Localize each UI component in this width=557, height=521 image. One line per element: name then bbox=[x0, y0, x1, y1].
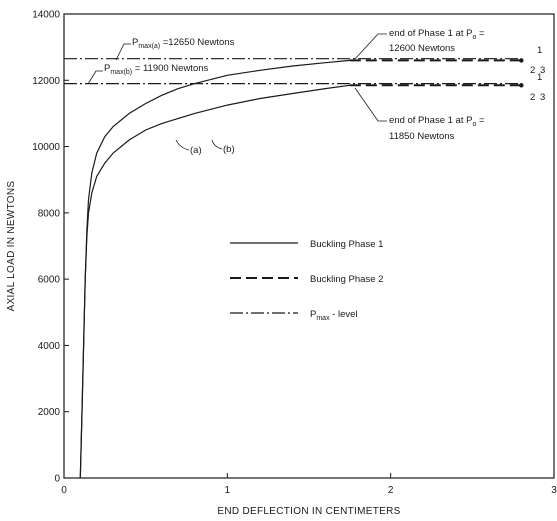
point-label-b-1: 1 bbox=[537, 72, 542, 83]
end-a-sub: o bbox=[472, 34, 476, 41]
y-tick-label: 10000 bbox=[32, 142, 60, 153]
end-a-leader bbox=[354, 33, 387, 60]
end-point-dot bbox=[519, 58, 524, 63]
curve-label-b-leader bbox=[211, 139, 223, 150]
x-tick-label: 2 bbox=[388, 485, 394, 496]
svg-text:Pmax - level: Pmax - level bbox=[310, 309, 358, 322]
svg-text:end of Phase 1 at Po =: end of Phase 1 at Po = bbox=[389, 115, 485, 128]
end-b-leader bbox=[354, 87, 387, 122]
legend-label-pmax-sub: max bbox=[316, 315, 330, 322]
end-b-sub: o bbox=[472, 121, 476, 128]
x-tick-label: 1 bbox=[225, 485, 231, 496]
svg-text:Pmax(b) = 11900 Newtons: Pmax(b) = 11900 Newtons bbox=[104, 63, 209, 76]
y-tick-label: 12000 bbox=[32, 76, 60, 87]
end-a-main: end of Phase 1 at P bbox=[389, 28, 472, 39]
y-tick-label: 8000 bbox=[38, 208, 61, 219]
legend-label-pmax-main: P bbox=[310, 309, 316, 320]
pmax-b-main: P bbox=[104, 63, 110, 74]
point-label-a-3: 3 bbox=[540, 65, 545, 76]
pmax-b-rest: = 11900 Newtons bbox=[132, 63, 208, 74]
end-b-main: end of Phase 1 at P bbox=[389, 115, 472, 126]
pmax-b-sub: max(b) bbox=[110, 69, 132, 76]
point-label-a-2: 2 bbox=[530, 65, 535, 76]
y-tick-label: 6000 bbox=[38, 275, 61, 286]
point-label-a-1: 1 bbox=[537, 45, 542, 56]
y-axis-title: AXIAL LOAD IN NEWTONS bbox=[6, 181, 17, 312]
end-b-line2: 11850 Newtons bbox=[389, 131, 455, 142]
legend-label-pmax-rest: - level bbox=[330, 309, 358, 320]
legend-label-phase1: Buckling Phase 1 bbox=[310, 239, 383, 250]
y-tick-label: 14000 bbox=[32, 10, 60, 21]
pmax-a-rest: =12650 Newtons bbox=[160, 37, 234, 48]
end-phase1-b-annotation: end of Phase 1 at Po = 11850 Newtons bbox=[354, 87, 485, 142]
pmax-a-leader bbox=[115, 43, 131, 61]
pmax-a-sub: max(a) bbox=[138, 43, 160, 50]
point-labels-b: 1 2 3 bbox=[530, 72, 545, 103]
series-line-solid-1 bbox=[79, 84, 350, 479]
y-tick-label: 0 bbox=[54, 474, 60, 485]
pmax-a-annotation: Pmax(a) =12650 Newtons bbox=[115, 37, 235, 61]
legend-label-phase2: Buckling Phase 2 bbox=[310, 274, 383, 285]
y-tick-label: 4000 bbox=[38, 341, 61, 352]
end-a-rest: = bbox=[476, 28, 485, 39]
end-point-dot bbox=[519, 83, 524, 88]
point-labels-a: 1 2 3 bbox=[530, 45, 545, 76]
point-label-b-3: 3 bbox=[540, 92, 545, 103]
y-tick-label: 2000 bbox=[38, 407, 61, 418]
curve-label-b-text: (b) bbox=[223, 144, 235, 155]
pmax-b-annotation: Pmax(b) = 11900 Newtons bbox=[87, 63, 209, 85]
pmax-a-main: P bbox=[132, 37, 138, 48]
curve-label-a: (a) bbox=[175, 139, 202, 156]
svg-text:Pmax(a) =12650 Newtons: Pmax(a) =12650 Newtons bbox=[132, 37, 235, 50]
end-phase1-a-annotation: end of Phase 1 at Po = 12600 Newtons bbox=[354, 28, 485, 60]
series-line-solid-0 bbox=[79, 59, 350, 479]
svg-text:end of Phase 1 at Po =: end of Phase 1 at Po = bbox=[389, 28, 485, 41]
x-tick-label: 3 bbox=[551, 485, 557, 496]
curve-label-a-text: (a) bbox=[190, 145, 202, 156]
point-label-b-2: 2 bbox=[530, 92, 535, 103]
end-a-line2: 12600 Newtons bbox=[389, 43, 455, 54]
legend: Buckling Phase 1 Buckling Phase 2 Pmax -… bbox=[230, 239, 383, 322]
curve-label-a-leader bbox=[175, 139, 190, 151]
x-axis-title: END DEFLECTION IN CENTIMETERS bbox=[217, 506, 400, 517]
plot-frame bbox=[63, 13, 555, 479]
curve-label-b: (b) bbox=[211, 139, 235, 155]
end-b-rest: = bbox=[476, 115, 485, 126]
x-tick-label: 0 bbox=[61, 485, 67, 496]
series-layer bbox=[64, 58, 524, 479]
pmax-b-leader bbox=[87, 70, 103, 85]
